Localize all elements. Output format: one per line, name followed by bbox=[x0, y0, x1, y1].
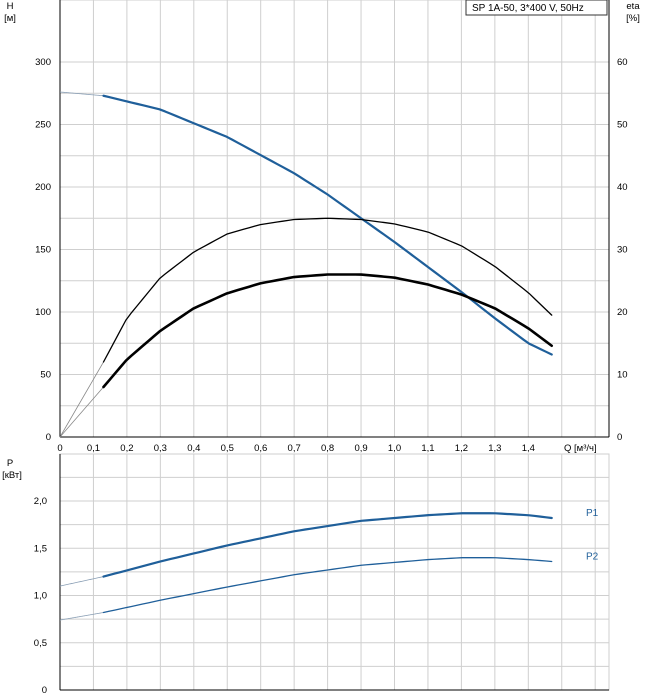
x-tick-label: 1,2 bbox=[455, 443, 468, 454]
x-tick-label: 0,9 bbox=[354, 443, 367, 454]
bottom-left-tick-label: 1,5 bbox=[34, 543, 47, 554]
top-series-1-line bbox=[102, 217, 553, 363]
top-left-axis-label: H bbox=[7, 1, 14, 12]
x-tick-label: 0,6 bbox=[254, 443, 267, 454]
top-left-axis-unit: [м] bbox=[4, 13, 16, 24]
x-tick-label: 0,5 bbox=[221, 443, 234, 454]
x-tick-label: 0,4 bbox=[187, 443, 200, 454]
chart-title-box bbox=[465, 0, 608, 16]
bottom-series-P2-line bbox=[102, 557, 553, 614]
bottom-chart-ticks: 0 0,5 1,0 1,5 2,0 bbox=[34, 496, 47, 696]
bottom-chart-grid bbox=[59, 453, 610, 691]
chart-title: SP 1A-50, 3*400 V, 50Hz bbox=[472, 3, 584, 14]
bottom-left-axis-label: P bbox=[7, 458, 13, 469]
top-series-0-extrapolation bbox=[59, 91, 104, 97]
top-right-axis-label: eta bbox=[626, 1, 640, 12]
series-label-P2: P2 bbox=[586, 551, 599, 562]
top-right-tick-label: 20 bbox=[617, 307, 628, 318]
x-tick-label: 1,0 bbox=[388, 443, 401, 454]
top-right-tick-label: 40 bbox=[617, 182, 628, 193]
top-left-tick-label: 50 bbox=[40, 370, 51, 381]
x-tick-label: 0 bbox=[57, 443, 62, 454]
top-right-tick-label: 60 bbox=[617, 57, 628, 68]
top-right-tick-label: 50 bbox=[617, 120, 628, 131]
top-right-tick-label: 0 bbox=[617, 432, 622, 443]
bottom-series-P1-extrapolation bbox=[59, 576, 104, 587]
bottom-left-tick-label: 0,5 bbox=[34, 638, 47, 649]
bottom-left-tick-label: 0 bbox=[42, 685, 47, 696]
x-tick-label: 0,8 bbox=[321, 443, 334, 454]
bottom-left-tick-label: 2,0 bbox=[34, 496, 47, 507]
x-tick-label: 0,7 bbox=[288, 443, 301, 454]
bottom-chart-series: P1 P2 bbox=[59, 508, 599, 621]
bottom-left-axis-unit: [кВт] bbox=[2, 470, 22, 481]
top-series-2-line bbox=[102, 273, 554, 389]
x-tick-label: 0,2 bbox=[120, 443, 133, 454]
top-left-tick-label: 100 bbox=[35, 307, 51, 318]
top-right-tick-label: 30 bbox=[617, 245, 628, 256]
x-tick-label: 1,1 bbox=[421, 443, 434, 454]
x-tick-label: 0,1 bbox=[87, 443, 100, 454]
x-tick-label: 1,4 bbox=[522, 443, 535, 454]
top-left-tick-label: 150 bbox=[35, 245, 51, 256]
top-left-tick-label: 250 bbox=[35, 120, 51, 131]
x-axis-label: Q [м³/ч] bbox=[564, 443, 597, 454]
bottom-series-P1-line bbox=[102, 512, 553, 578]
top-chart-ticks: 0 50 100 150 200 250 300 0 10 20 30 40 50 60 0 0,1 0,2 0,… bbox=[35, 57, 627, 454]
top-series-2-extrapolation bbox=[59, 386, 104, 438]
top-chart-series bbox=[59, 91, 554, 438]
top-series-0-line bbox=[102, 94, 553, 356]
x-tick-label: 0,3 bbox=[154, 443, 167, 454]
bottom-series-P2-extrapolation bbox=[59, 612, 104, 621]
series-label-P1: P1 bbox=[586, 508, 599, 519]
top-right-axis-unit: [%] bbox=[626, 13, 640, 24]
x-tick-label: 1,3 bbox=[488, 443, 501, 454]
top-left-tick-label: 300 bbox=[35, 57, 51, 68]
top-series-1-extrapolation bbox=[59, 361, 104, 438]
top-right-tick-label: 10 bbox=[617, 370, 628, 381]
top-left-tick-label: 200 bbox=[35, 182, 51, 193]
top-left-tick-label: 0 bbox=[46, 432, 51, 443]
bottom-left-tick-label: 1,0 bbox=[34, 591, 47, 602]
